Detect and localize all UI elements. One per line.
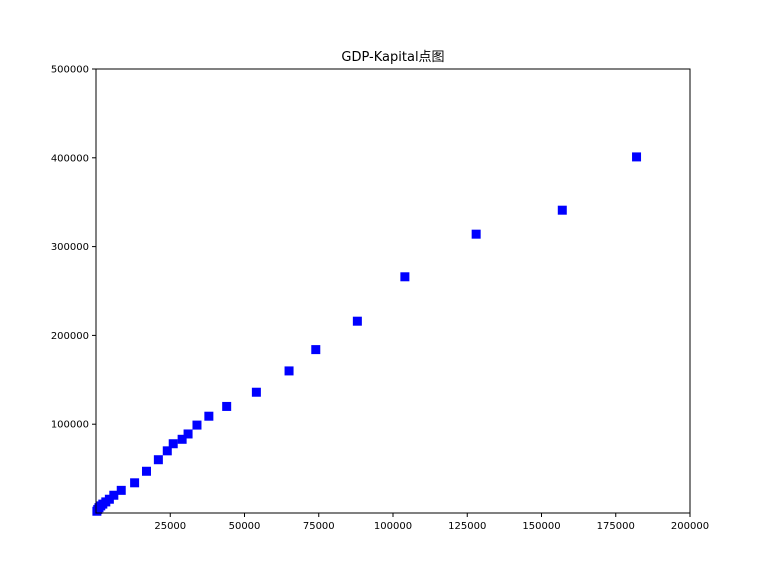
- data-point: [251, 387, 261, 397]
- x-tick-label: 175000: [597, 521, 635, 532]
- x-tick-label: 150000: [522, 521, 560, 532]
- x-tick-label: 50000: [229, 521, 261, 532]
- data-point: [400, 272, 410, 282]
- data-point: [116, 485, 126, 495]
- data-point: [284, 366, 294, 376]
- chart-title: GDP-Kapital点图: [341, 50, 444, 65]
- data-point: [109, 490, 119, 500]
- y-tick-label: 300000: [51, 242, 89, 253]
- x-axis: 25000 50000 75000 100000 125000 150000 175000 2…: [154, 513, 709, 532]
- plot-frame: [95, 68, 691, 514]
- data-point: [222, 401, 232, 411]
- data-point: [183, 429, 193, 439]
- y-axis: 100000 200000 300000 400000 500000: [51, 65, 96, 431]
- data-point: [311, 345, 321, 355]
- data-point: [177, 434, 187, 444]
- data-point: [471, 229, 481, 239]
- x-tick-label: 75000: [303, 521, 335, 532]
- y-tick-label: 200000: [51, 331, 89, 342]
- y-tick-label: 400000: [51, 153, 89, 164]
- data-point: [162, 446, 172, 456]
- y-tick-label: 100000: [51, 420, 89, 431]
- data-points: [92, 152, 642, 516]
- x-tick-label: 100000: [374, 521, 412, 532]
- y-tick-label: 500000: [51, 65, 89, 76]
- data-point: [557, 205, 567, 215]
- data-point: [352, 316, 362, 326]
- x-tick-label: 25000: [154, 521, 186, 532]
- data-point: [204, 411, 214, 421]
- x-tick-label: 200000: [671, 521, 709, 532]
- data-point: [168, 439, 178, 449]
- data-point: [130, 478, 140, 488]
- data-point: [141, 466, 151, 476]
- x-tick-label: 125000: [448, 521, 486, 532]
- data-point: [632, 152, 642, 162]
- data-point: [192, 420, 202, 430]
- data-point: [153, 455, 163, 465]
